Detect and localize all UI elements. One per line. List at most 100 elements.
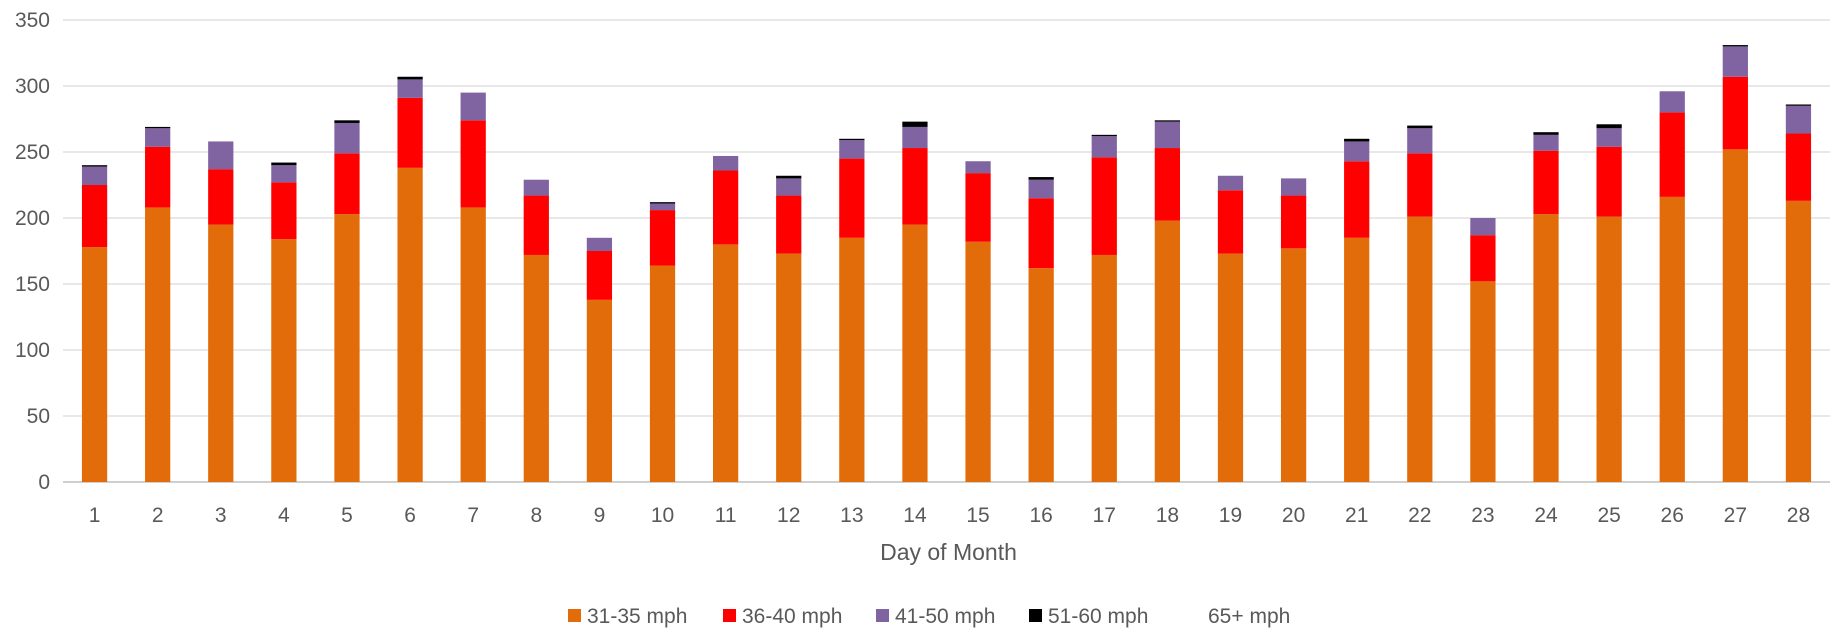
x-tick-label: 13 bbox=[840, 504, 863, 527]
bar-segment-41-50-mph bbox=[523, 179, 549, 196]
bar-segment-41-50-mph bbox=[902, 126, 928, 149]
legend-item: 65+ mph bbox=[1208, 605, 1290, 628]
bar-segment-41-50-mph bbox=[586, 237, 613, 251]
bar-segment-36-40-mph bbox=[1722, 76, 1748, 150]
y-tick-label: 350 bbox=[15, 9, 50, 32]
bar-segment-41-50-mph bbox=[1154, 121, 1180, 149]
bar-segment-51-60-mph bbox=[397, 76, 423, 80]
bar-segment-51-60-mph bbox=[839, 138, 865, 141]
bar-segment-36-40-mph bbox=[145, 146, 171, 208]
bar-segment-36-40-mph bbox=[586, 251, 613, 300]
legend-label: 31-35 mph bbox=[587, 605, 687, 628]
x-tick-label: 27 bbox=[1724, 504, 1747, 527]
bar-segment-41-50-mph bbox=[208, 141, 234, 170]
bar-segment-31-35-mph bbox=[1470, 281, 1496, 482]
bar-segment-41-50-mph bbox=[1407, 128, 1433, 154]
bar-segment-31-35-mph bbox=[1154, 220, 1180, 482]
legend: 31-35 mph 36-40 mph 41-50 mph 51-60 mph 65+ … bbox=[568, 605, 1290, 628]
x-tick-label: 12 bbox=[777, 504, 800, 527]
x-tick-label: 5 bbox=[341, 504, 353, 527]
legend-item: 36-40 mph bbox=[723, 605, 842, 628]
bar-segment-41-50-mph bbox=[1217, 175, 1244, 191]
x-tick-label: 9 bbox=[594, 504, 606, 527]
x-tick-label: 22 bbox=[1408, 504, 1431, 527]
bar-segment-41-50-mph bbox=[1344, 141, 1370, 162]
bar-segment-51-60-mph bbox=[1533, 132, 1559, 135]
bar-segment-31-35-mph bbox=[271, 239, 297, 482]
bar-segment-51-60-mph bbox=[334, 120, 360, 123]
bar-segment-36-40-mph bbox=[1280, 195, 1307, 249]
bar-segment-36-40-mph bbox=[397, 97, 423, 168]
bar-segment-31-35-mph bbox=[460, 207, 486, 482]
x-tick-label: 15 bbox=[966, 504, 989, 527]
x-tick-label: 11 bbox=[715, 504, 737, 527]
bar-segment-36-40-mph bbox=[1407, 153, 1433, 217]
bar-segment-36-40-mph bbox=[1154, 148, 1180, 221]
bar-segment-41-50-mph bbox=[1091, 136, 1117, 158]
bar-segment-51-60-mph bbox=[902, 121, 928, 127]
x-tick-label: 8 bbox=[530, 504, 542, 527]
x-axis-tick-labels: 1 2 3 4 5 6 7 8 9 10 11 12 13 14 15 16 17 18 19 20 21 22 23 24 2… bbox=[89, 504, 1810, 527]
bar-segment-36-40-mph bbox=[208, 169, 234, 225]
bar-segment-36-40-mph bbox=[776, 195, 802, 254]
x-tick-label: 16 bbox=[1029, 504, 1052, 527]
bar-segment-51-60-mph bbox=[649, 202, 676, 204]
bar-segment-31-35-mph bbox=[1596, 216, 1622, 482]
bar-segment-31-35-mph bbox=[776, 253, 802, 482]
y-tick-label: 250 bbox=[15, 141, 50, 164]
legend-label: 51-60 mph bbox=[1048, 605, 1148, 628]
bar-segment-36-40-mph bbox=[713, 170, 739, 245]
bar-segment-31-35-mph bbox=[1533, 214, 1559, 483]
bar-segment-41-50-mph bbox=[1596, 128, 1622, 147]
bar-segment-36-40-mph bbox=[81, 185, 108, 248]
bar-segment-36-40-mph bbox=[1470, 235, 1496, 282]
bar-segment-31-35-mph bbox=[1280, 248, 1307, 482]
bar-segment-51-60-mph bbox=[1091, 134, 1117, 137]
bar-segment-36-40-mph bbox=[965, 173, 991, 242]
bar-segment-41-50-mph bbox=[1028, 179, 1054, 199]
bar-segment-41-50-mph bbox=[1280, 178, 1307, 196]
x-tick-label: 25 bbox=[1597, 504, 1620, 527]
bar-segment-36-40-mph bbox=[1344, 161, 1370, 238]
y-tick-label: 100 bbox=[15, 339, 50, 362]
bar-segment-41-50-mph bbox=[776, 178, 802, 196]
x-axis-title: Day of Month bbox=[880, 539, 1017, 565]
bar-segment-31-35-mph bbox=[145, 207, 171, 482]
bar-segment-31-35-mph bbox=[523, 254, 549, 482]
bars bbox=[81, 45, 1812, 483]
x-tick-label: 18 bbox=[1156, 504, 1179, 527]
bar-segment-31-35-mph bbox=[1722, 149, 1748, 483]
bar-segment-31-35-mph bbox=[713, 244, 739, 482]
bar-segment-36-40-mph bbox=[1785, 133, 1812, 201]
bar-segment-41-50-mph bbox=[271, 165, 297, 183]
x-tick-label: 7 bbox=[467, 504, 479, 527]
x-tick-label: 19 bbox=[1219, 504, 1242, 527]
bar-segment-36-40-mph bbox=[1659, 112, 1685, 197]
bar-segment-41-50-mph bbox=[965, 161, 991, 174]
x-tick-label: 2 bbox=[152, 504, 164, 527]
bar-segment-41-50-mph bbox=[1470, 218, 1496, 236]
bar-segment-51-60-mph bbox=[271, 162, 297, 166]
bar-segment-51-60-mph bbox=[145, 126, 171, 129]
bar-segment-31-35-mph bbox=[839, 237, 865, 482]
bar-segment-51-60-mph bbox=[1785, 104, 1812, 106]
bar-segment-31-35-mph bbox=[902, 224, 928, 482]
bar-segment-36-40-mph bbox=[1217, 190, 1244, 254]
bar-segment-36-40-mph bbox=[1533, 150, 1559, 215]
bar-segment-31-35-mph bbox=[334, 214, 360, 483]
bar-segment-31-35-mph bbox=[208, 224, 234, 482]
bar-segment-31-35-mph bbox=[1028, 268, 1054, 482]
bar-segment-41-50-mph bbox=[649, 203, 676, 211]
legend-swatch bbox=[568, 609, 581, 622]
bar-segment-36-40-mph bbox=[1091, 157, 1117, 255]
bar-segment-41-50-mph bbox=[839, 140, 865, 159]
bar-segment-31-35-mph bbox=[1785, 200, 1812, 482]
legend-item: 41-50 mph bbox=[876, 605, 995, 628]
bar-segment-41-50-mph bbox=[1659, 91, 1685, 113]
bar-segment-36-40-mph bbox=[902, 148, 928, 225]
bar-segment-31-35-mph bbox=[1659, 196, 1685, 482]
legend-item: 31-35 mph bbox=[568, 605, 687, 628]
bar-segment-51-60-mph bbox=[776, 175, 802, 179]
